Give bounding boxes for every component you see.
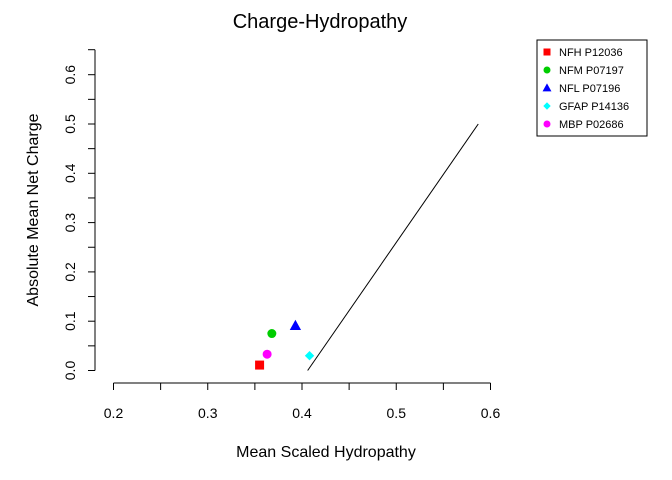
data-point-circle	[267, 329, 277, 339]
data-point-square	[255, 360, 265, 370]
legend-marker	[543, 66, 551, 74]
x-tick-label: 0.2	[104, 405, 124, 421]
x-tick-label: 0.5	[387, 405, 407, 421]
chart-title: Charge-Hydropathy	[233, 11, 408, 33]
y-tick-label: 0.2	[62, 262, 78, 282]
y-tick-label: 0.6	[62, 65, 78, 85]
data-point-triangle	[289, 319, 302, 330]
legend-label: NFH P12036	[559, 47, 623, 59]
axes: 0.2 0.3 0.4 0.5 0.6 0.0 0.1 0.2 0.3 0.4 0.5 0.6	[62, 49, 501, 421]
legend-label: MBP P02686	[559, 119, 624, 131]
data-point-diamond	[304, 351, 315, 361]
x-tick-label: 0.6	[481, 405, 501, 421]
boundary-line	[307, 123, 479, 371]
y-axis-label: Absolute Mean Net Charge	[25, 113, 42, 306]
legend: NFH P12036 NFM P07197 NFL P07196 GFAP P1413…	[536, 39, 648, 137]
x-tick-label: 0.3	[198, 405, 218, 421]
x-axis-label: Mean Scaled Hydropathy	[236, 444, 416, 461]
y-tick-label: 0.5	[62, 114, 78, 134]
legend-marker	[543, 120, 551, 128]
y-tick-label: 0.0	[62, 361, 78, 381]
legend-label: GFAP P14136	[559, 101, 629, 113]
y-tick-label: 0.3	[62, 213, 78, 233]
legend-marker	[542, 83, 552, 92]
y-tick-label: 0.4	[62, 163, 78, 183]
plot-area	[255, 123, 479, 371]
legend-label: NFL P07196	[559, 83, 620, 95]
y-tick-label: 0.1	[62, 311, 78, 331]
data-point-circle	[262, 349, 272, 359]
legend-box	[536, 39, 648, 137]
legend-marker	[543, 48, 551, 56]
legend-label: NFM P07197	[559, 65, 624, 77]
x-tick-label: 0.4	[292, 405, 312, 421]
legend-marker	[543, 102, 551, 110]
